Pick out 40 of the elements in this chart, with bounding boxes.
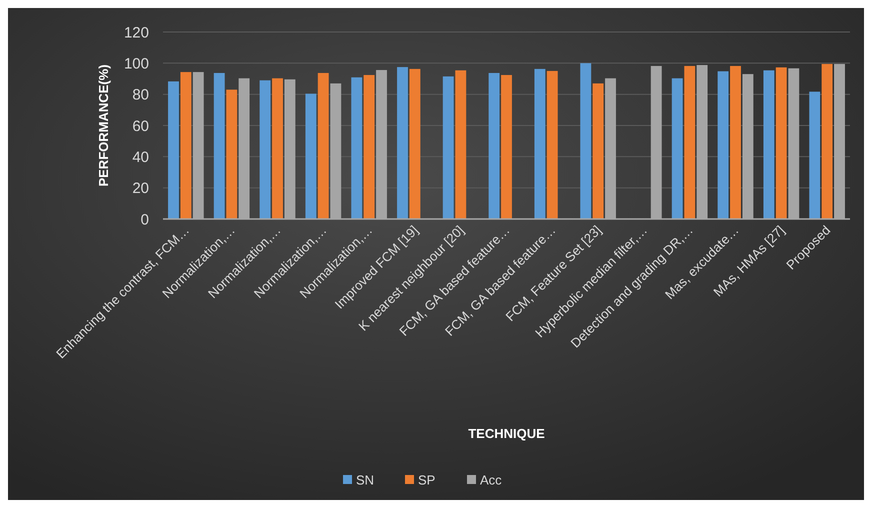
bar <box>318 72 329 219</box>
bar <box>822 64 833 219</box>
y-tick-label: 80 <box>132 86 149 104</box>
bar <box>168 81 179 219</box>
bar <box>534 68 546 219</box>
legend-label: SN <box>356 472 374 488</box>
y-tick-label: 0 <box>140 211 149 228</box>
bar <box>305 94 316 219</box>
bar <box>397 67 408 219</box>
y-tick-label: 100 <box>124 55 149 72</box>
bar <box>351 77 362 219</box>
y-tick-label: 20 <box>132 180 149 198</box>
bar <box>592 83 604 219</box>
bar <box>684 66 696 219</box>
legend-label: SP <box>418 472 436 488</box>
x-axis-title: TECHNIQUE <box>468 426 546 441</box>
bar <box>809 92 820 219</box>
bar <box>672 78 683 219</box>
bar <box>226 90 238 219</box>
y-axis-title: PERFORMANCE(%) <box>96 64 111 187</box>
bar <box>214 72 225 219</box>
bar <box>580 63 592 219</box>
y-tick-label: 60 <box>132 118 149 135</box>
y-tick-label: 40 <box>132 148 149 166</box>
bar <box>718 71 729 219</box>
bar <box>272 78 283 219</box>
legend-label: Acc <box>480 472 502 488</box>
bar <box>409 68 420 219</box>
bar <box>501 75 512 219</box>
y-tick-label: 120 <box>124 24 149 42</box>
bar <box>180 72 192 219</box>
bar <box>763 70 774 219</box>
bar <box>776 67 787 219</box>
bar <box>546 70 558 219</box>
bar <box>730 66 741 219</box>
bar <box>364 75 375 219</box>
bar <box>260 80 271 219</box>
bar <box>442 76 454 219</box>
bar <box>488 72 500 219</box>
bar <box>455 70 466 219</box>
